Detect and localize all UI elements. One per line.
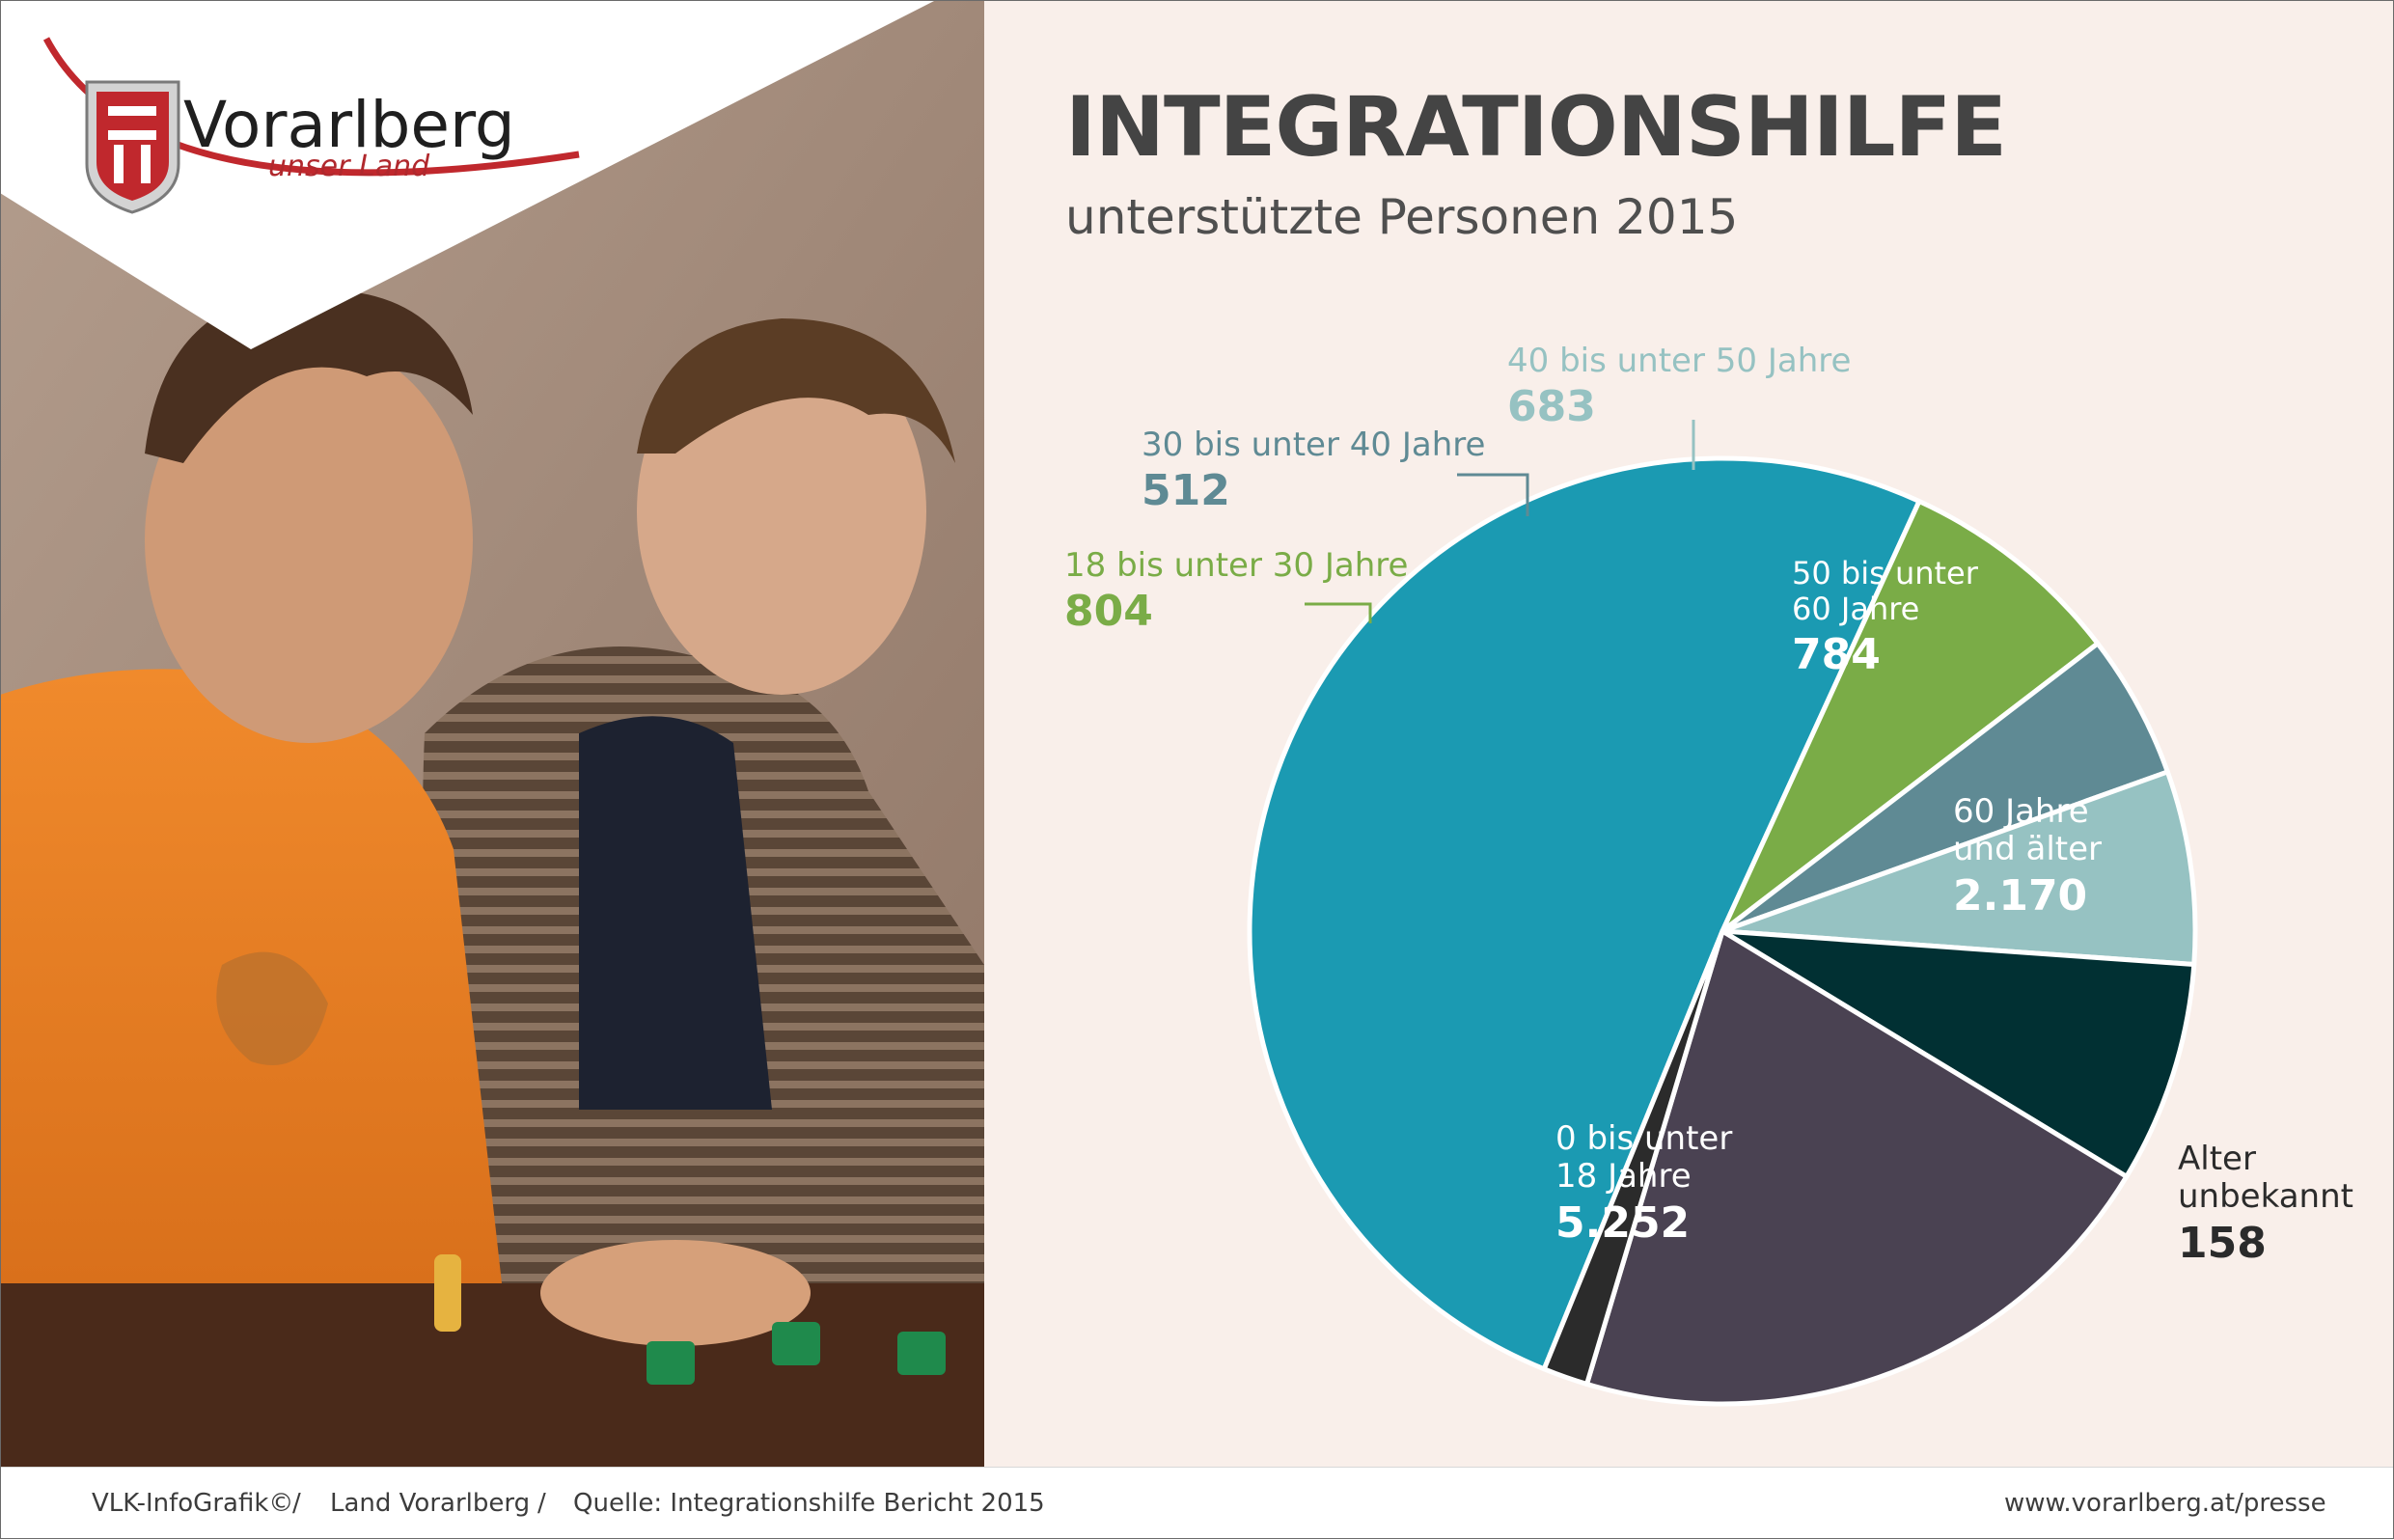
logo-banner: Vorarlberg unser Land	[0, 0, 936, 349]
photo-two-young-men-playing-dice	[0, 0, 984, 1467]
footer: VLK-InfoGrafik© / Land Vorarlberg / Quel…	[0, 1467, 2394, 1540]
slice-label-0-18: 0 bis unter 18 Jahre 5.252	[1555, 1118, 1733, 1249]
slice-label-60-plus: 60 Jahre und älter 2.170	[1953, 791, 2102, 921]
slice-label-unknown-age: Alter unbekannt 158	[2178, 1139, 2353, 1269]
footer-separator: /	[537, 1489, 546, 1518]
slice-label-40-50: 40 bis unter 50 Jahre 683	[1507, 341, 1852, 432]
slice-40-50	[1720, 769, 2198, 968]
chart-subtitle: unterstützte Personen 2015	[1065, 189, 1739, 245]
leader-line-18-30	[1305, 602, 1372, 623]
footer-url[interactable]: www.vorarlberg.at/presse	[2004, 1489, 2326, 1518]
slice-50-60	[1720, 928, 2197, 1179]
footer-credit: VLK-InfoGrafik©	[92, 1489, 294, 1518]
slice-60-plus	[1584, 928, 2130, 1407]
slice-18-30	[1720, 498, 2101, 934]
coat-of-arms-icon	[85, 80, 180, 214]
slice-label-50-60: 50 bis unter 60 Jahre 784	[1792, 554, 1978, 679]
brand-tagline: unser Land	[268, 150, 430, 183]
footer-org: Land Vorarlberg	[330, 1489, 531, 1518]
slice-30-40	[1720, 641, 2170, 934]
footer-separator: /	[292, 1489, 301, 1518]
slice-0-18	[1247, 455, 1922, 1372]
slice-unknown-age	[1541, 928, 1725, 1387]
footer-source: Quelle: Integrationshilfe Bericht 2015	[573, 1489, 1045, 1518]
leader-line-30-40	[1457, 473, 1529, 516]
chart-title: INTEGRATIONSHILFE	[1065, 79, 2007, 176]
pie-chart	[1247, 420, 2198, 1407]
slice-label-30-40: 30 bis unter 40 Jahre 512	[1142, 425, 1486, 516]
brand-name: Vorarlberg	[183, 88, 515, 162]
slice-label-18-30: 18 bis unter 30 Jahre 804	[1064, 545, 1409, 637]
